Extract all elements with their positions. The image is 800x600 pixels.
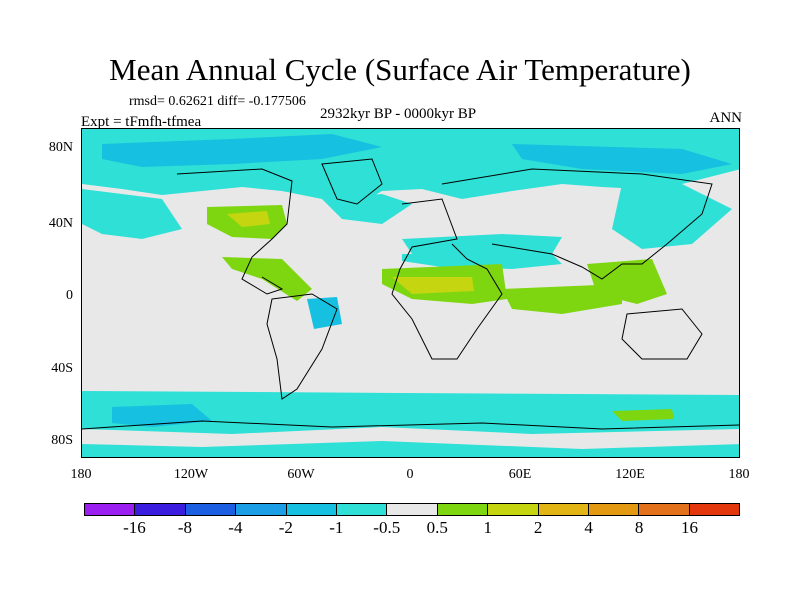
colorbar-label: 1: [483, 518, 492, 537]
colorbar-box: [437, 504, 489, 515]
colorbar-label: 4: [584, 518, 593, 537]
north-america-coast: [176, 168, 293, 295]
colorbar-box: [639, 504, 690, 515]
colorbar-box: [236, 504, 287, 515]
colorbar-box: [135, 504, 186, 515]
lon-label-0: 0: [406, 467, 414, 482]
indian-ocean-warm-region: [502, 284, 622, 314]
colorbar-box: [588, 504, 640, 515]
colorbar-label: 0.5: [426, 518, 448, 537]
colorbar-label: -8: [177, 518, 193, 537]
central-asia-anomaly: [402, 234, 562, 257]
south-america-coast: [266, 293, 338, 400]
lon-label-180w: 180: [70, 467, 92, 482]
antarctic-warm-region: [612, 409, 674, 421]
east-asia-anomaly: [612, 184, 732, 249]
north-atlantic-anomaly: [322, 194, 412, 224]
colorbar-box: [538, 504, 589, 515]
colorbar-label: 2: [533, 518, 543, 537]
south-atlantic-cool-region: [307, 297, 342, 329]
arctic-strong-anomaly: [102, 134, 382, 167]
europe-africa-coast: [391, 198, 503, 360]
map-graphics: [82, 129, 739, 457]
lat-label-0: 0: [66, 288, 73, 303]
lon-label-60e: 60E: [508, 467, 532, 482]
colorbar-box: [689, 504, 740, 515]
colorbar-label: 16: [681, 518, 699, 537]
colorbar-label: -4: [228, 518, 243, 537]
north-america-warm-core: [227, 211, 270, 227]
southern-ocean-strong-anomaly: [112, 404, 212, 427]
asia-coast: [441, 168, 713, 280]
lon-label-180e: 180: [728, 467, 750, 482]
colorbar-label: -1: [329, 518, 344, 537]
coastlines: [82, 158, 739, 430]
siberia-anomaly: [512, 144, 732, 174]
colorbar-label: -0.5: [373, 518, 401, 537]
colorbar-label: -2: [278, 518, 293, 537]
lon-label-120e: 120E: [615, 467, 645, 482]
lat-label-80n: 80N: [48, 140, 73, 155]
lat-label-40n: 40N: [48, 216, 73, 231]
colorbar-box: [387, 504, 438, 515]
africa-warm-core: [392, 277, 474, 294]
chart-title: Mean Annual Cycle (Surface Air Temperatu…: [109, 52, 691, 87]
north-africa-anomaly: [402, 254, 562, 269]
season-label: ANN: [709, 110, 743, 126]
central-america-warm-region: [222, 257, 312, 301]
colorbar-label: 8: [634, 518, 644, 537]
colorbar-box: [336, 504, 388, 515]
rmsd-diff-stats: rmsd= 0.62621 diff= -0.177506: [129, 94, 306, 109]
experiment-label: Expt = tFmfh-tfmea: [81, 114, 202, 130]
lat-label-80s: 80S: [51, 433, 73, 448]
antarctica-coast: [82, 420, 739, 430]
colorbar-label: -16: [123, 518, 146, 537]
australia-coast: [621, 308, 703, 360]
lon-label-60w: 60W: [287, 467, 315, 482]
colorbar-box: [185, 504, 237, 515]
colorbar: [84, 503, 740, 516]
period-label: 2932kyr BP - 0000kyr BP: [320, 106, 477, 122]
temperature-map: [81, 128, 740, 458]
colorbar-box: [286, 504, 337, 515]
colorbar-box: [85, 504, 136, 515]
lat-label-40s: 40S: [51, 361, 73, 376]
colorbar-box: [488, 504, 539, 515]
antarctica-neutral-region: [82, 427, 739, 449]
maritime-continent-warm-region: [587, 259, 667, 304]
pacific-northwest-anomaly: [82, 189, 182, 239]
lon-label-120w: 120W: [173, 467, 209, 482]
greenland-coast: [321, 158, 383, 205]
